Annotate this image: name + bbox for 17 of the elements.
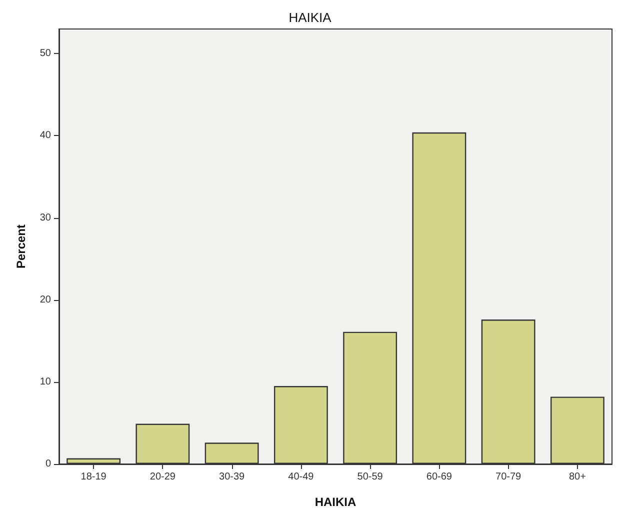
y-tick-label: 10 (40, 376, 52, 388)
x-tick-label: 18-19 (80, 472, 107, 482)
x-tick-label: 70-79 (496, 472, 522, 482)
x-tick-label: 60-69 (426, 472, 452, 482)
chart-title: HAIKIA (288, 10, 332, 25)
y-tick-label: 20 (40, 294, 52, 306)
y-tick-label: 40 (40, 130, 52, 142)
y-axis-title: Percent (14, 224, 28, 269)
y-tick-label: 30 (40, 212, 52, 224)
y-tick-label: 0 (45, 458, 52, 470)
y-tick-label: 50 (40, 48, 52, 60)
x-tick-label: 40-49 (288, 472, 314, 482)
x-tick-label: 20-29 (150, 472, 176, 482)
x-tick-label: 80+ (568, 472, 586, 482)
x-tick-label: 50-59 (357, 472, 384, 482)
x-tick-label: 30-39 (219, 472, 246, 482)
x-axis-title: HAIKIA (314, 495, 356, 509)
